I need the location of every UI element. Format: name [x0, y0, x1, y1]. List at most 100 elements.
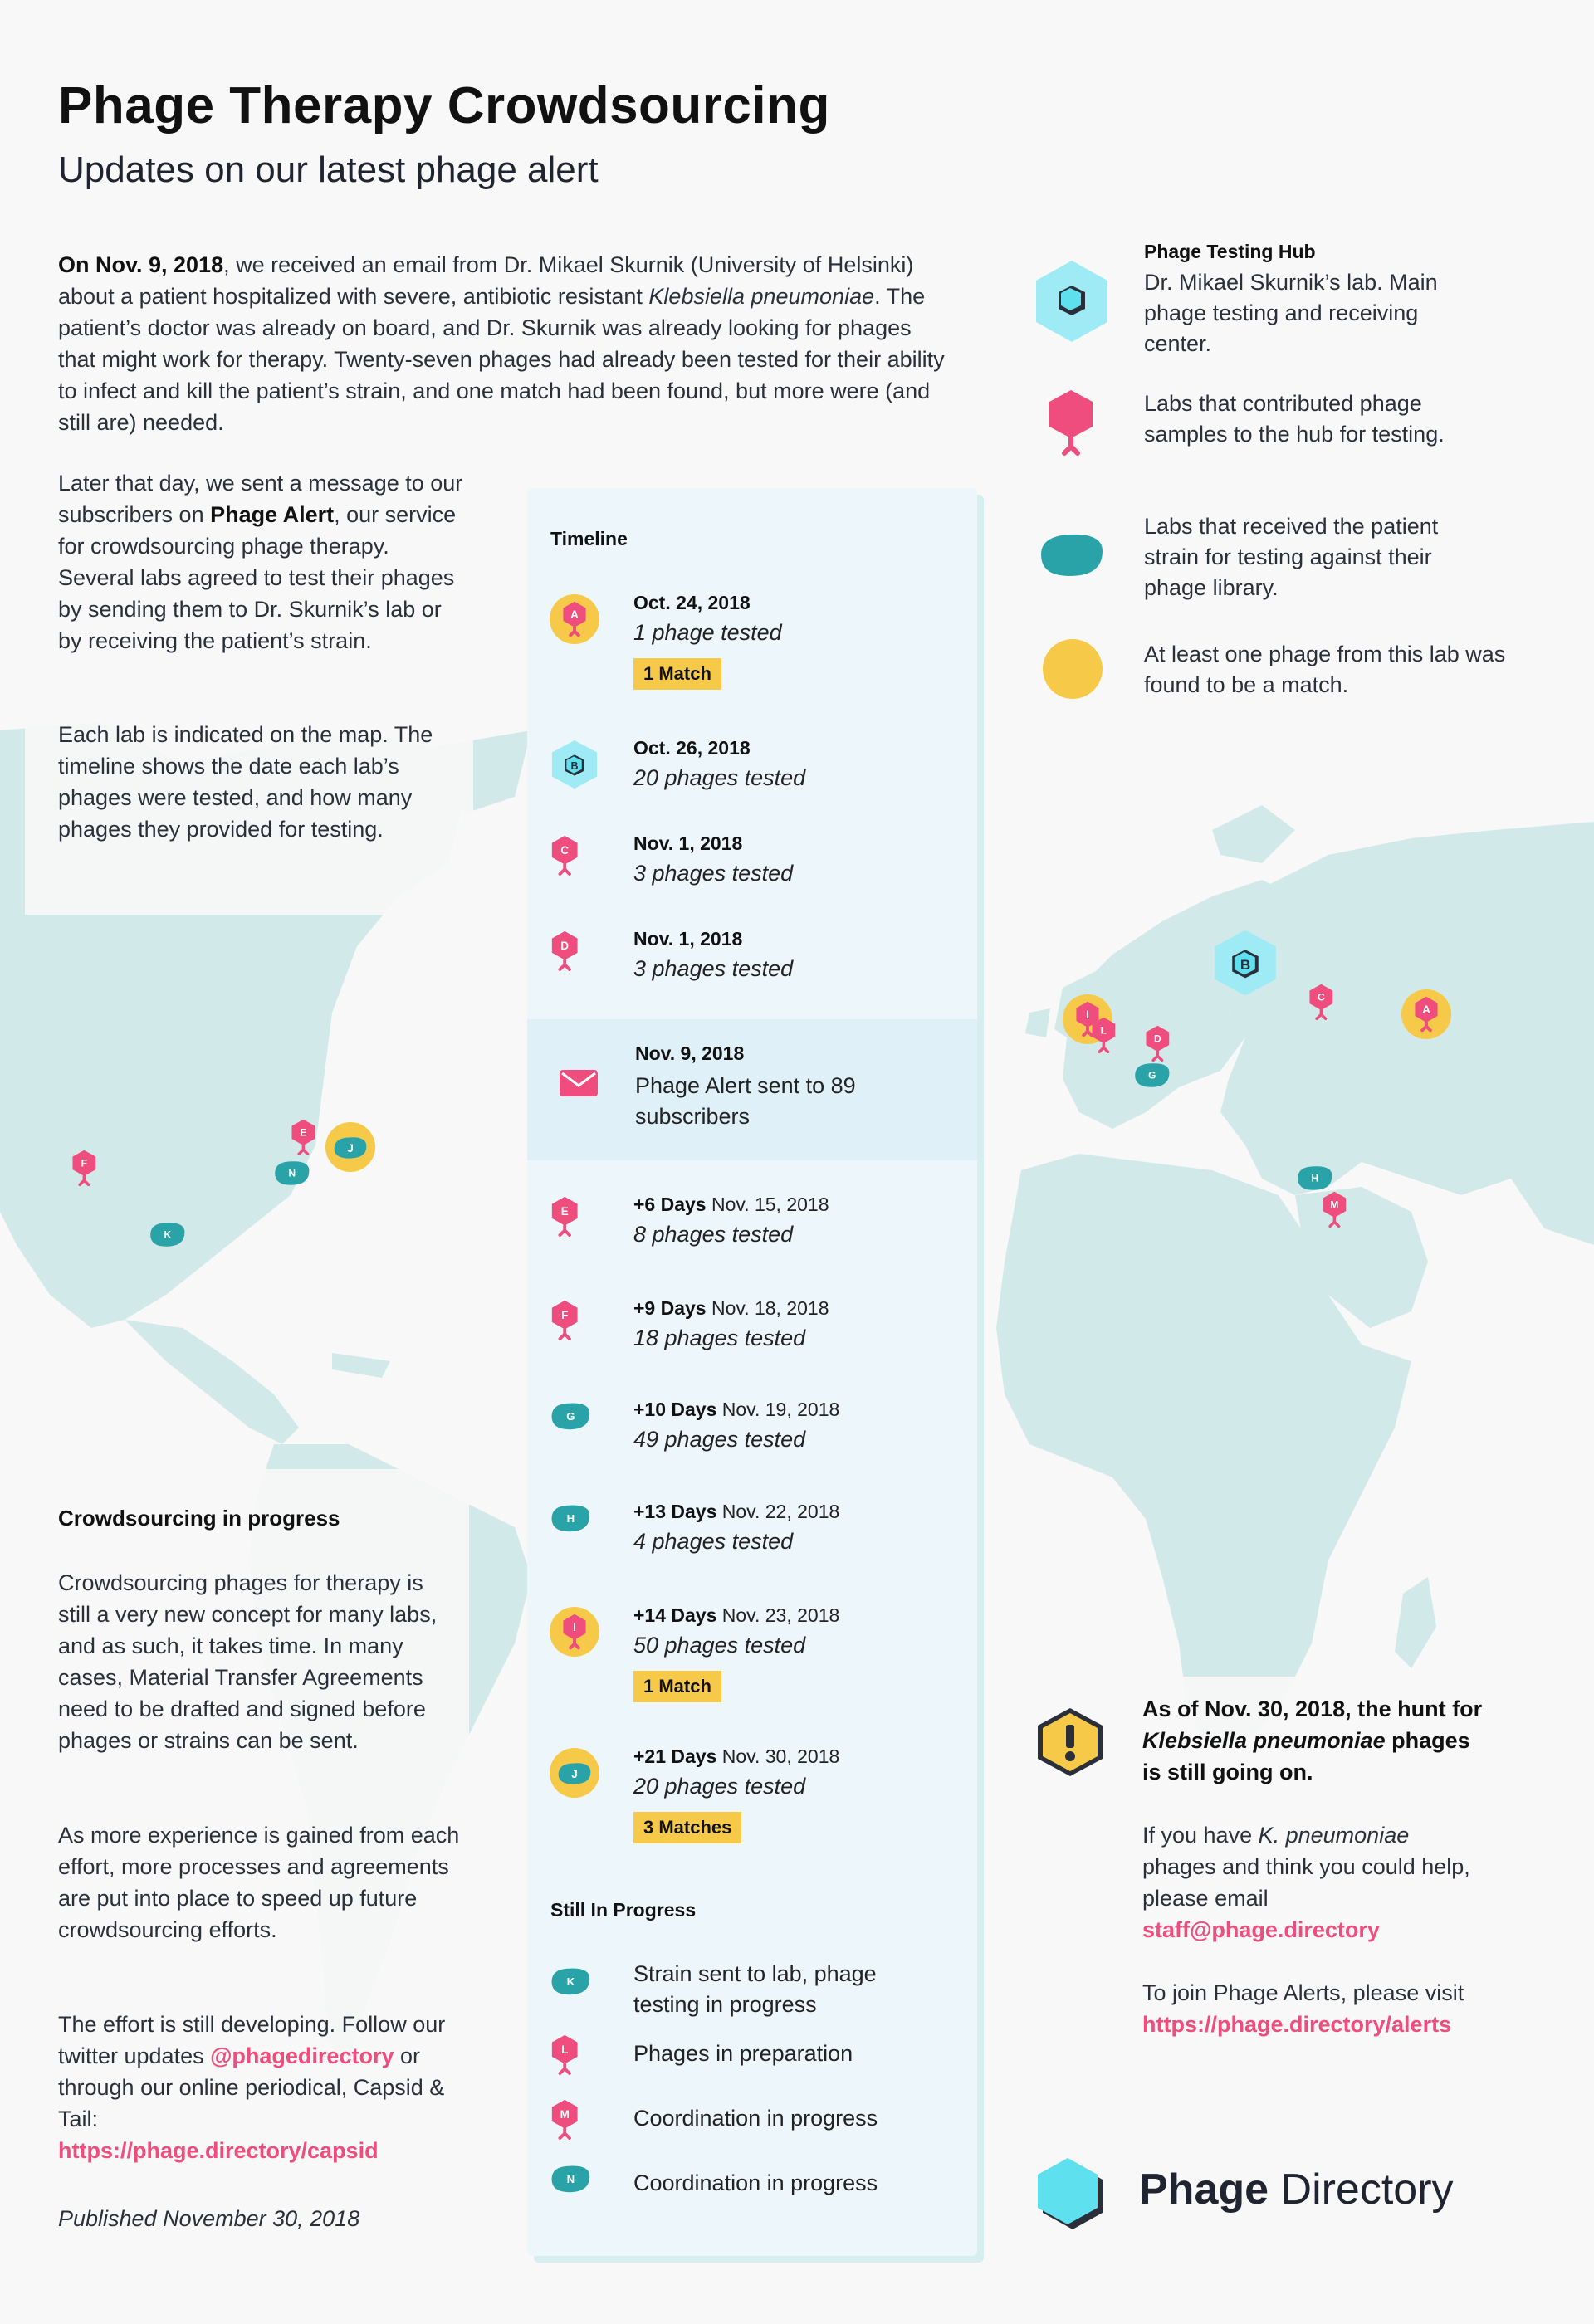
- timeline-date: +21 Days Nov. 30, 2018: [633, 1745, 839, 1768]
- crowd-paragraph-3: The effort is still developing. Follow o…: [58, 2009, 465, 2166]
- svg-text:N: N: [289, 1167, 296, 1179]
- timeline-date-plain: Nov. 19, 2018: [721, 1399, 840, 1420]
- hunt-p2-text: To join Phage Alerts, please visit: [1142, 1980, 1464, 2005]
- warning-icon: [1038, 1708, 1103, 1776]
- intro-paragraph-1: On Nov. 9, 2018, we received an email fr…: [58, 249, 946, 438]
- svg-text:C: C: [1318, 992, 1325, 1003]
- progress-text: Coordination in progress: [633, 2106, 878, 2131]
- contributed-lab-icon: [1049, 390, 1093, 456]
- crowd-paragraph-1: Crowdsourcing phages for therapy is stil…: [58, 1570, 438, 1753]
- timeline-date: Oct. 26, 2018: [633, 737, 751, 759]
- brand-bold: Phage: [1139, 2165, 1269, 2214]
- lab-g-icon: G: [549, 1400, 593, 1436]
- crowd-paragraph-2: As more experience is gained from each e…: [58, 1823, 460, 1942]
- svg-text:F: F: [561, 1309, 568, 1321]
- legend-hub-text: Dr. Mikael Skurnik’s lab. Main phage tes…: [1144, 270, 1438, 356]
- svg-text:D: D: [1154, 1033, 1161, 1045]
- timeline-days: +21 Days: [633, 1745, 717, 1767]
- map-marker-n: N: [275, 1161, 310, 1185]
- received-lab-icon: [1041, 534, 1103, 576]
- hunt-heading-a: As of Nov. 30, 2018, the hunt for: [1142, 1697, 1483, 1721]
- svg-text:E: E: [300, 1127, 306, 1139]
- legend-match-text: At least one phage from this lab was fou…: [1144, 642, 1506, 697]
- lab-b-icon: B: [549, 739, 600, 794]
- svg-text:J: J: [571, 1768, 578, 1780]
- map-marker-f: F: [72, 1150, 96, 1187]
- crowd-p3-text: The effort is still developing. Follow o…: [58, 2012, 446, 2068]
- map-marker-b: B: [1215, 930, 1276, 996]
- timeline-count: 1 phage tested: [633, 620, 782, 645]
- hunt-p1-a: If you have: [1142, 1823, 1259, 1848]
- intro-species: Klebsiella pneumoniae: [648, 284, 875, 309]
- alerts-link[interactable]: https://phage.directory/alerts: [1142, 2012, 1452, 2037]
- envelope-icon: [560, 1070, 598, 1096]
- svg-text:E: E: [561, 1205, 569, 1218]
- lab-m-icon: M: [549, 2098, 580, 2144]
- progress-title: Still In Progress: [550, 1899, 697, 1921]
- svg-text:K: K: [567, 1975, 575, 1988]
- hunt-paragraph-2: To join Phage Alerts, please visit https…: [1142, 1977, 1524, 2040]
- lab-h-icon: H: [549, 1502, 593, 1538]
- lab-d-icon: D: [549, 930, 580, 975]
- email-link[interactable]: staff@phage.directory: [1142, 1917, 1380, 1942]
- intro-p2-a: Later that day, we sent a message to our…: [58, 471, 463, 527]
- intro-date: On Nov. 9, 2018: [58, 252, 224, 277]
- map-marker-a: A: [1401, 989, 1452, 1040]
- timeline-date-plain: Nov. 18, 2018: [711, 1297, 829, 1319]
- timeline-date: +9 Days Nov. 18, 2018: [633, 1297, 829, 1320]
- progress-text: Coordination in progress: [633, 2170, 878, 2195]
- svg-text:M: M: [1330, 1199, 1338, 1211]
- intro-text-b: . The patient’s doctor was already on bo…: [58, 284, 945, 435]
- timeline-days: +14 Days: [633, 1604, 717, 1626]
- svg-text:A: A: [570, 608, 579, 621]
- match-lab-icon: [1043, 639, 1103, 699]
- intro-paragraph-3: Each lab is indicated on the map. The ti…: [58, 722, 433, 842]
- timeline-days: +9 Days: [633, 1297, 707, 1319]
- progress-text: Phages in preparation: [633, 2041, 853, 2066]
- capsid-link[interactable]: https://phage.directory/capsid: [58, 2138, 379, 2163]
- phage-alert-bold: Phage Alert: [210, 502, 335, 527]
- page-subtitle: Updates on our latest phage alert: [58, 149, 599, 190]
- intro-paragraph-2: Later that day, we sent a message to our…: [58, 467, 465, 657]
- legend-hub-title: Phage Testing Hub: [1144, 241, 1316, 262]
- svg-text:K: K: [164, 1228, 172, 1240]
- svg-text:L: L: [561, 2043, 568, 2056]
- map-marker-e: E: [291, 1119, 315, 1156]
- phage-directory-logo-icon: [1038, 2158, 1103, 2229]
- timeline-date: +13 Days Nov. 22, 2018: [633, 1501, 839, 1523]
- timeline-count: 18 phages tested: [633, 1326, 806, 1350]
- svg-text:L: L: [1101, 1025, 1107, 1037]
- map-marker-d: D: [1146, 1025, 1170, 1062]
- hunt-p1-species: K. pneumoniae: [1258, 1823, 1410, 1848]
- timeline-count: 8 phages tested: [633, 1222, 794, 1247]
- timeline-date: +14 Days Nov. 23, 2018: [633, 1604, 839, 1627]
- svg-text:G: G: [566, 1410, 575, 1423]
- match-badge: 3 Matches: [633, 1812, 742, 1843]
- intro-text-a: , we received an email from Dr. Mikael S…: [58, 252, 914, 309]
- lab-e-icon: E: [549, 1195, 580, 1241]
- svg-text:G: G: [1148, 1069, 1156, 1081]
- page-title: Phage Therapy Crowdsourcing: [58, 77, 830, 134]
- timeline-date: +6 Days Nov. 15, 2018: [633, 1194, 829, 1216]
- map-marker-c: C: [1309, 984, 1333, 1021]
- svg-text:C: C: [560, 844, 569, 857]
- twitter-link[interactable]: @phagedirectory: [210, 2043, 394, 2068]
- svg-text:A: A: [1422, 1003, 1430, 1016]
- timeline-date-plain: Nov. 15, 2018: [711, 1194, 829, 1215]
- hunt-heading-species: Klebsiella pneumoniae: [1142, 1728, 1386, 1753]
- svg-text:H: H: [567, 1512, 575, 1525]
- svg-text:B: B: [1240, 957, 1250, 973]
- timeline-date: Nov. 1, 2018: [633, 832, 743, 854]
- published-date: Published November 30, 2018: [58, 2206, 360, 2231]
- lab-k-icon: K: [549, 1965, 593, 2001]
- lab-l-icon: L: [549, 2034, 580, 2079]
- crowd-p3b-text: or through our online periodical, Capsid…: [58, 2043, 445, 2131]
- map-marker-m: M: [1323, 1191, 1347, 1228]
- hunt-p1-b: phages and think you could help, please …: [1142, 1854, 1470, 1911]
- timeline-date-plain: Nov. 30, 2018: [721, 1745, 840, 1767]
- svg-text:B: B: [570, 760, 578, 772]
- timeline-panel: Timeline A Oct. 24, 2018 1 phage tested …: [527, 488, 977, 2256]
- progress-text: Strain sent to lab, phage testing in pro…: [633, 1961, 877, 2017]
- alert-text: Phage Alert sent to 89 subscribers: [635, 1073, 856, 1129]
- match-badge: 1 Match: [633, 1671, 721, 1702]
